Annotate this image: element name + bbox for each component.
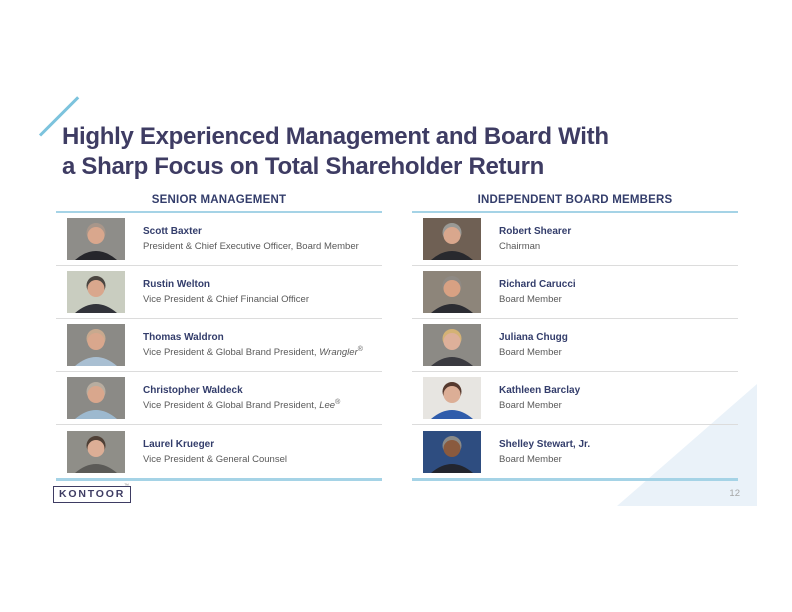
member-text: Juliana Chugg Board Member	[499, 332, 568, 358]
independent-board-underline	[412, 211, 738, 213]
member-text: Scott Baxter President & Chief Executive…	[143, 226, 359, 252]
headshot-photo	[423, 271, 481, 313]
member-row-thomas-waldron: Thomas Waldron Vice President & Global B…	[56, 319, 382, 372]
headshot-photo	[67, 271, 125, 313]
member-text: Rustin Welton Vice President & Chief Fin…	[143, 279, 309, 305]
registered-mark: ®	[357, 345, 363, 353]
member-row-laurel-krueger: Laurel Krueger Vice President & General …	[56, 425, 382, 478]
member-role: Board Member	[499, 453, 562, 465]
member-text: Shelley Stewart, Jr. Board Member	[499, 439, 590, 465]
member-role: Vice President & General Counsel	[143, 453, 287, 465]
member-row-kathleen-barclay: Kathleen Barclay Board Member	[412, 372, 738, 425]
member-text: Laurel Krueger Vice President & General …	[143, 439, 287, 465]
member-role: Board Member	[499, 347, 562, 358]
slide-title-line1: Highly Experienced Management and Board …	[62, 123, 609, 150]
senior-management-header: SENIOR MANAGEMENT	[151, 194, 287, 206]
member-text: Kathleen Barclay Board Member	[499, 385, 580, 411]
senior-management-bottomline	[56, 478, 382, 481]
corner-triangle-decoration	[617, 384, 757, 506]
member-role: Board Member	[499, 294, 562, 305]
member-name: Christopher Waldeck	[143, 385, 243, 396]
member-name: Richard Carucci	[499, 279, 576, 290]
member-row-shelley-stewart-jr: Shelley Stewart, Jr. Board Member	[412, 425, 738, 478]
headshot-photo	[423, 377, 481, 419]
member-name: Scott Baxter	[143, 226, 202, 237]
brand-name: Wrangler	[319, 347, 358, 358]
member-row-scott-baxter: Scott Baxter President & Chief Executive…	[56, 213, 382, 266]
member-name: Shelley Stewart, Jr.	[499, 438, 591, 450]
member-role: Chairman	[499, 241, 541, 252]
trademark-symbol: ™	[124, 483, 129, 489]
member-name: Kathleen Barclay	[499, 385, 581, 396]
member-name: Laurel Krueger	[143, 438, 215, 450]
senior-management-column: SENIOR MANAGEMENT Scott Baxter President…	[56, 192, 382, 481]
brand-name: Lee	[319, 400, 336, 411]
member-role: Vice President & Chief Financial Officer	[143, 294, 309, 305]
member-row-richard-carucci: Richard Carucci Board Member	[412, 266, 738, 319]
member-row-juliana-chugg: Juliana Chugg Board Member	[412, 319, 738, 372]
slide-title-line2: a Sharp Focus on Total Shareholder Retur…	[62, 153, 544, 180]
member-name: Robert Shearer	[499, 226, 572, 237]
member-row-robert-shearer: Robert Shearer Chairman	[412, 213, 738, 266]
slide-title: Highly Experienced Management and Board …	[62, 122, 742, 182]
headshot-photo	[423, 430, 481, 473]
headshot-photo	[67, 430, 125, 473]
member-text: Thomas Waldron Vice President & Global B…	[143, 332, 363, 358]
independent-board-column: INDEPENDENT BOARD MEMBERS Robert Shearer…	[412, 192, 738, 481]
headshot-photo	[67, 324, 125, 366]
member-text: Richard Carucci Board Member	[499, 279, 576, 305]
member-name: Thomas Waldron	[143, 332, 224, 343]
independent-board-bottomline	[412, 478, 738, 481]
registered-mark: ®	[335, 398, 341, 406]
headshot-photo	[423, 324, 481, 366]
member-text: Robert Shearer Chairman	[499, 226, 571, 252]
member-role: Board Member	[499, 400, 562, 411]
headshot-photo	[67, 377, 125, 419]
headshot-photo	[423, 218, 481, 260]
member-text: Christopher Waldeck Vice President & Glo…	[143, 385, 340, 411]
page-number: 12	[729, 488, 740, 499]
headshot-photo	[67, 218, 125, 260]
member-name: Juliana Chugg	[499, 332, 568, 343]
member-role: Vice President & Global Brand President,…	[143, 398, 341, 411]
member-role: Vice President & Global Brand President,…	[143, 345, 363, 358]
member-role: President & Chief Executive Officer, Boa…	[143, 241, 359, 252]
member-row-rustin-welton: Rustin Welton Vice President & Chief Fin…	[56, 266, 382, 319]
member-row-christopher-waldeck: Christopher Waldeck Vice President & Glo…	[56, 372, 382, 425]
member-name: Rustin Welton	[143, 279, 211, 290]
senior-management-underline	[56, 211, 382, 213]
independent-board-header: INDEPENDENT BOARD MEMBERS	[477, 194, 673, 206]
kontoor-logo: KONTOOR	[53, 486, 132, 503]
